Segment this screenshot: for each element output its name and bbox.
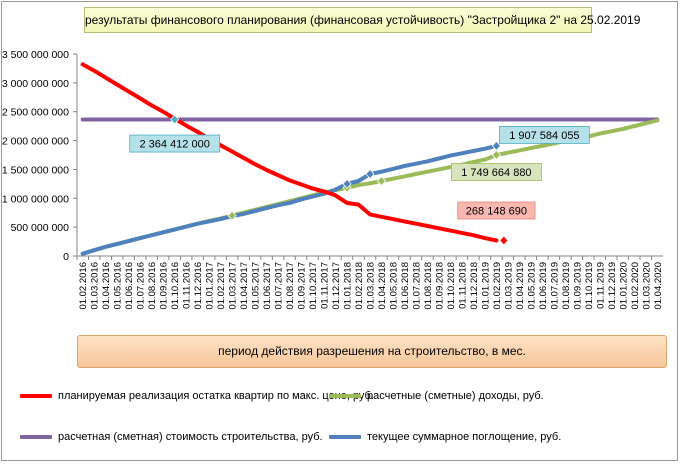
x-tick-label: 01.01.2020 [618,262,629,310]
data-point-absorption [365,168,375,180]
x-tick-label: 01.12.2018 [469,262,480,310]
x-tick-label: 01.02.2020 [630,262,641,310]
x-tick-label: 01.05.2017 [251,262,262,310]
x-tick-label: 01.12.2016 [193,262,204,310]
y-tick-label: 0 [63,251,69,263]
data-point-income [491,149,501,161]
x-tick-label: 01.01.2018 [343,262,354,310]
legend-label-cost: расчетная (сметная) стоимость строительс… [58,431,323,443]
data-label-absorption: 1 907 584 055 [509,130,579,142]
x-tick-label: 01.02.2018 [354,262,365,310]
x-tick-label: 01.04.2017 [239,262,250,310]
x-tick-label: 01.06.2018 [400,262,411,310]
x-axis-label: период действия разрешения на строительс… [77,335,667,368]
x-tick-label: 01.11.2017 [320,262,331,309]
x-tick-label: 01.07.2016 [136,262,147,310]
data-label-cost: 2 364 412 000 [139,139,209,151]
legend-swatch-absorption [329,435,361,440]
y-tick-label: 2 000 000 000 [2,136,69,148]
x-tick-label: 01.05.2016 [113,262,124,310]
data-label-income: 1 749 664 880 [461,167,531,179]
data-label-box-cost [129,134,221,153]
x-tick-label: 01.04.2020 [653,262,664,310]
x-tick-label: 01.04.2019 [515,262,526,310]
data-point-absorption [342,178,352,189]
data-label-box-absorption [499,126,590,144]
x-tick-label: 01.07.2018 [411,262,422,310]
data-label-realization: 268 148 690 [466,206,527,218]
x-tick-label: 01.03.2019 [503,262,514,310]
legend-label-realization: планируемая реализация остатка квартир п… [58,390,374,402]
data-point-realization [499,235,509,246]
y-tick-label: 1 500 000 000 [2,164,69,176]
x-tick-label: 01.09.2019 [572,262,583,310]
legend-swatch-cost [20,435,52,440]
x-tick-label: 01.04.2016 [101,262,112,310]
y-tick-label: 3 000 000 000 [2,78,69,90]
x-tick-label: 01.09.2016 [159,262,170,310]
x-tick-label: 01.05.2018 [388,262,399,310]
y-tick-label: 2 500 000 000 [2,107,69,119]
legend-entry-realization[interactable]: планируемая реализация остатка квартир п… [20,390,374,402]
x-tick-label: 01.06.2019 [538,262,549,310]
data-point-absorption [491,140,501,152]
legend-entry-cost[interactable]: расчетная (сметная) стоимость строительс… [20,431,323,443]
x-tick-label: 01.02.2019 [492,262,503,310]
x-tick-label: 01.07.2019 [549,262,560,310]
x-tick-label: 01.12.2017 [331,262,342,310]
x-tick-label: 01.04.2018 [377,262,388,310]
x-tick-label: 01.03.2020 [641,262,652,310]
data-label-box-income [451,163,542,181]
x-tick-label: 01.10.2019 [584,262,595,310]
x-tick-label: 01.03.2016 [90,262,101,310]
x-tick-label: 01.02.2016 [78,262,89,310]
x-tick-label: 01.05.2019 [526,262,537,310]
x-tick-label: 01.01.2019 [480,262,491,310]
chart-title: результаты финансового планирования (фин… [84,7,640,33]
x-tick-label: 01.06.2017 [262,262,273,310]
x-tick-label: 01.09.2017 [297,262,308,310]
data-label-box-realization [457,201,536,220]
x-tick-label: 01.10.2017 [308,262,319,310]
x-tick-label: 01.09.2018 [434,262,445,310]
x-tick-label: 01.03.2017 [228,262,239,310]
data-point-income [227,210,237,221]
y-tick-label: 1 000 000 000 [2,193,69,205]
x-tick-label: 01.08.2018 [423,262,434,310]
y-tick-label: 3 500 000 000 [2,49,69,61]
legend-label-absorption: текущее суммарное поглощение, руб. [367,431,562,443]
x-tick-label: 01.06.2016 [124,262,135,310]
x-tick-label: 01.02.2017 [216,262,227,310]
x-tick-label: 01.08.2017 [285,262,296,310]
data-point-income [376,175,387,187]
x-tick-label: 01.08.2019 [561,262,572,310]
x-tick-label: 01.12.2019 [607,262,618,310]
series-line-realization [80,62,499,243]
y-tick-label: 500 000 000 [11,222,70,234]
x-tick-label: 01.11.2018 [457,262,468,309]
x-tick-label: 01.01.2017 [205,262,216,310]
x-tick-label: 01.10.2016 [170,262,181,310]
x-tick-label: 01.08.2016 [147,262,158,310]
x-tick-label: 01.11.2016 [182,262,193,309]
x-tick-label: 01.07.2017 [274,262,285,310]
x-tick-label: 01.03.2018 [366,262,377,310]
legend-entry-absorption[interactable]: текущее суммарное поглощение, руб. [329,431,561,443]
legend-swatch-realization [20,394,52,399]
legend-entry-income[interactable]: расчетные (сметные) доходы, руб. [329,390,544,402]
legend-swatch-income [329,394,361,399]
data-point-cost [170,114,180,125]
legend-label-income: расчетные (сметные) доходы, руб. [367,390,544,402]
x-tick-label: 01.11.2019 [595,262,606,309]
x-tick-label: 01.10.2018 [446,262,457,310]
series-line-absorption [80,143,499,256]
